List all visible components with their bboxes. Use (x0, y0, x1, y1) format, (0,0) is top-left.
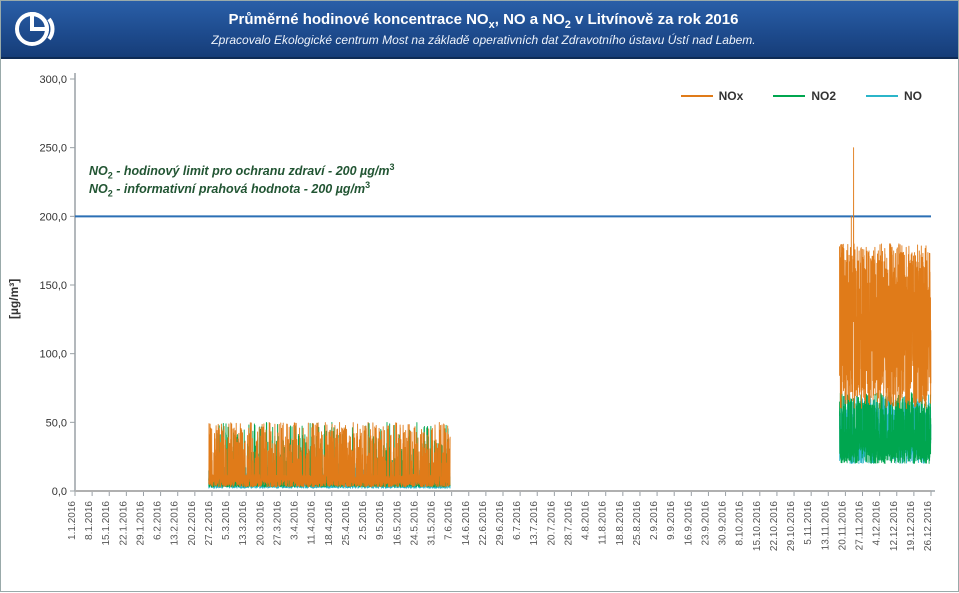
svg-text:12.12.2016: 12.12.2016 (889, 501, 900, 551)
chart-subtitle: Zpracovalo Ekologické centrum Most na zá… (69, 33, 898, 47)
svg-text:5.11.2016: 5.11.2016 (803, 501, 814, 545)
svg-text:13.3.2016: 13.3.2016 (238, 501, 249, 546)
svg-text:30.9.2016: 30.9.2016 (718, 501, 729, 546)
chart-svg: 0,0 50,0 100,0 150,0 200,0 250,0 300,0 1.1.2016… (1, 59, 959, 593)
svg-text:31.5.2016: 31.5.2016 (427, 501, 438, 546)
svg-text:29.1.2016: 29.1.2016 (135, 501, 146, 546)
svg-text:13.2.2016: 13.2.2016 (170, 501, 181, 546)
svg-text:13.7.2016: 13.7.2016 (529, 501, 540, 546)
svg-text:20.3.2016: 20.3.2016 (255, 501, 266, 546)
svg-text:22.1.2016: 22.1.2016 (118, 501, 129, 546)
svg-text:15.1.2016: 15.1.2016 (101, 501, 112, 546)
svg-text:3.4.2016: 3.4.2016 (290, 501, 301, 540)
svg-text:11.4.2016: 11.4.2016 (307, 501, 318, 545)
svg-text:25.8.2016: 25.8.2016 (632, 501, 643, 546)
svg-text:4.12.2016: 4.12.2016 (872, 501, 883, 546)
svg-text:9.9.2016: 9.9.2016 (666, 501, 677, 540)
svg-text:14.6.2016: 14.6.2016 (461, 501, 472, 546)
svg-text:0,0: 0,0 (52, 486, 67, 498)
svg-text:100,0: 100,0 (39, 349, 67, 361)
svg-text:20.11.2016: 20.11.2016 (837, 501, 848, 551)
svg-text:23.9.2016: 23.9.2016 (700, 501, 711, 546)
svg-text:11.8.2016: 11.8.2016 (598, 501, 609, 545)
chart-frame: Průměrné hodinové koncentrace NOx, NO a … (0, 0, 959, 592)
svg-text:27.3.2016: 27.3.2016 (272, 501, 283, 546)
svg-text:29.10.2016: 29.10.2016 (786, 501, 797, 551)
chart-title: Průměrné hodinové koncentrace NOx, NO a … (69, 11, 898, 31)
svg-text:19.12.2016: 19.12.2016 (906, 501, 917, 551)
svg-text:22.10.2016: 22.10.2016 (769, 501, 780, 551)
svg-text:24.5.2016: 24.5.2016 (409, 501, 420, 546)
svg-text:27.2.2016: 27.2.2016 (204, 501, 215, 546)
svg-text:16.5.2016: 16.5.2016 (392, 501, 403, 546)
svg-text:2.5.2016: 2.5.2016 (358, 501, 369, 540)
svg-text:250,0: 250,0 (39, 143, 67, 155)
svg-text:25.4.2016: 25.4.2016 (341, 501, 352, 546)
header-bar: Průměrné hodinové koncentrace NOx, NO a … (1, 1, 958, 59)
svg-text:2.9.2016: 2.9.2016 (649, 501, 660, 540)
svg-text:50,0: 50,0 (46, 417, 67, 429)
svg-text:8.1.2016: 8.1.2016 (84, 501, 95, 540)
svg-text:16.9.2016: 16.9.2016 (683, 501, 694, 546)
svg-text:28.7.2016: 28.7.2016 (563, 501, 574, 546)
svg-text:22.6.2016: 22.6.2016 (478, 501, 489, 546)
svg-text:20.2.2016: 20.2.2016 (187, 501, 198, 546)
t3: v Litvínově za rok 2016 (571, 11, 739, 28)
svg-text:26.12.2016: 26.12.2016 (923, 501, 934, 551)
svg-text:200,0: 200,0 (39, 211, 67, 223)
svg-text:1.1.2016: 1.1.2016 (67, 501, 78, 540)
t2: , NO a NO (495, 11, 565, 28)
svg-text:4.8.2016: 4.8.2016 (581, 501, 592, 540)
svg-text:6.2.2016: 6.2.2016 (153, 501, 164, 540)
svg-text:20.7.2016: 20.7.2016 (546, 501, 557, 546)
svg-text:27.11.2016: 27.11.2016 (855, 501, 866, 551)
svg-text:7.6.2016: 7.6.2016 (444, 501, 455, 540)
svg-text:150,0: 150,0 (39, 280, 67, 292)
ec-logo (15, 9, 61, 49)
chart-area: NOx NO2 NO NO2 - hodinový limit pro ochr… (1, 59, 958, 593)
svg-text:8.10.2016: 8.10.2016 (735, 501, 746, 546)
svg-text:18.4.2016: 18.4.2016 (324, 501, 335, 546)
svg-text:5.3.2016: 5.3.2016 (221, 501, 232, 540)
t1: Průměrné hodinové koncentrace NO (229, 11, 489, 28)
header-text: Průměrné hodinové koncentrace NOx, NO a … (69, 11, 898, 47)
svg-text:300,0: 300,0 (39, 74, 67, 86)
svg-text:13.11.2016: 13.11.2016 (820, 501, 831, 551)
svg-text:6.7.2016: 6.7.2016 (512, 501, 523, 540)
svg-text:9.5.2016: 9.5.2016 (375, 501, 386, 540)
svg-text:18.8.2016: 18.8.2016 (615, 501, 626, 546)
svg-text:29.6.2016: 29.6.2016 (495, 501, 506, 546)
svg-text:15.10.2016: 15.10.2016 (752, 501, 763, 551)
